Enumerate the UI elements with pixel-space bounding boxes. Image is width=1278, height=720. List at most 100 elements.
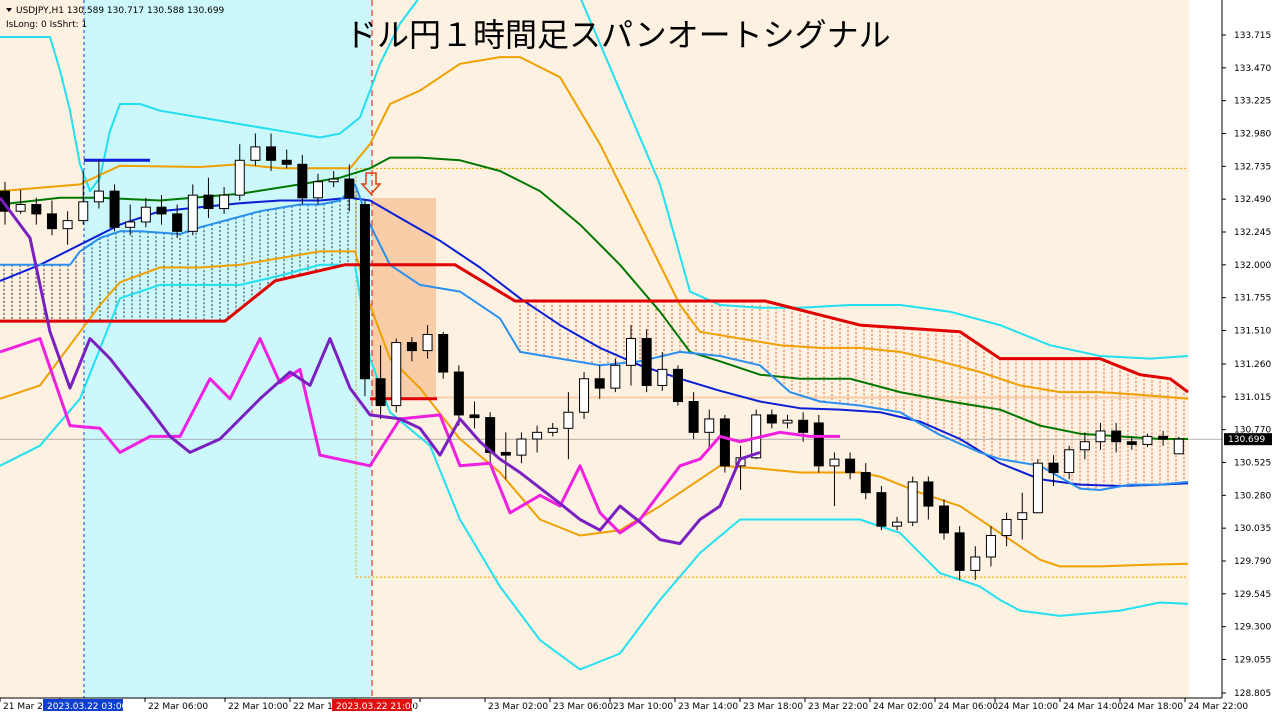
candle xyxy=(532,425,543,453)
y-tick-label: 131.510 xyxy=(1234,326,1271,336)
candle-body xyxy=(1126,441,1137,445)
candle xyxy=(500,432,511,480)
candle xyxy=(704,409,715,450)
candle-body xyxy=(234,159,245,196)
candle-body xyxy=(845,458,856,474)
candle xyxy=(547,422,558,437)
candle-body xyxy=(0,190,10,212)
candle-body xyxy=(406,342,417,352)
y-tick-label: 130.770 xyxy=(1234,426,1271,436)
candle xyxy=(1017,492,1028,540)
candle-body xyxy=(31,204,42,215)
candle-body xyxy=(719,418,730,467)
candle-body xyxy=(954,532,965,571)
candle-body xyxy=(626,338,636,366)
candle xyxy=(1032,459,1043,514)
candle-body xyxy=(923,481,934,507)
x-tick-label: 24 Mar 10:00 xyxy=(998,702,1058,712)
series-red_line_1 xyxy=(0,263,370,323)
session-bg-left xyxy=(0,0,84,698)
x-tick-label: 23 Mar 18:00 xyxy=(743,702,803,712)
y-tick-label: 132.000 xyxy=(1234,261,1271,271)
candle xyxy=(375,345,386,419)
candle xyxy=(1048,455,1059,486)
candle xyxy=(266,133,277,172)
chart-title: ドル円１時間足スパンオートシグナル xyxy=(345,16,891,54)
candle xyxy=(406,337,417,362)
candle-body xyxy=(547,427,558,433)
candle-body xyxy=(297,163,308,199)
candle xyxy=(1111,422,1122,453)
candle xyxy=(719,414,730,473)
candle-body xyxy=(15,204,26,212)
candle xyxy=(626,325,636,386)
x-tick-label: 24 Mar 14:00 xyxy=(1063,702,1123,712)
candle xyxy=(845,452,856,480)
y-tick-label: 133.225 xyxy=(1234,97,1271,107)
candle-body xyxy=(641,338,652,386)
y-tick-label: 129.055 xyxy=(1234,655,1271,665)
candle-body xyxy=(156,206,167,215)
candle xyxy=(923,476,934,520)
candle xyxy=(1064,445,1075,480)
y-tick-label: 131.015 xyxy=(1234,393,1271,403)
candle-body xyxy=(93,190,104,203)
x-tick-label: 24 Mar 02:00 xyxy=(873,702,933,712)
candle-body xyxy=(1173,438,1184,455)
candle-body xyxy=(798,419,809,433)
indicator-lines xyxy=(0,0,1189,671)
candle xyxy=(688,392,699,440)
candle-body xyxy=(563,411,574,429)
candle-body xyxy=(172,213,183,232)
candle-body xyxy=(500,451,511,456)
candle-body xyxy=(453,371,464,416)
candle-body xyxy=(970,556,981,571)
candle xyxy=(641,329,652,393)
candle-body xyxy=(1079,441,1090,451)
oscillator-lines xyxy=(0,196,840,546)
candle-body xyxy=(594,378,605,389)
candle xyxy=(1095,422,1106,450)
candle-body xyxy=(469,414,480,419)
candle xyxy=(438,331,449,379)
guide-lines xyxy=(0,0,1222,698)
dropdown-triangle-icon xyxy=(6,8,12,12)
candle xyxy=(187,184,198,236)
series-bb_lower2 xyxy=(0,263,1189,671)
sell-arrow-icon xyxy=(360,172,382,196)
candle-body xyxy=(1032,462,1043,514)
candle xyxy=(140,197,151,228)
y-tick-label: 130.280 xyxy=(1234,491,1271,501)
series-bb_upper2 xyxy=(0,0,1189,360)
y-tick-label: 132.735 xyxy=(1234,162,1271,172)
x-tick-label: 22 Mar 14:00 xyxy=(293,702,353,712)
candle-body xyxy=(1064,449,1075,474)
candle-body xyxy=(657,368,668,386)
candle-body xyxy=(782,419,793,424)
candle-body xyxy=(672,368,683,403)
candle-body xyxy=(829,458,840,467)
candle-body xyxy=(813,422,824,467)
candle xyxy=(453,365,464,426)
series-line_azure xyxy=(0,183,1189,491)
candle xyxy=(391,338,402,413)
candle xyxy=(344,164,355,212)
candle xyxy=(563,392,574,460)
candle-body xyxy=(766,414,777,424)
series-ma_green xyxy=(0,156,1188,440)
candle xyxy=(970,546,981,580)
candle xyxy=(1126,436,1137,450)
y-tick-label: 132.980 xyxy=(1234,129,1271,139)
candle xyxy=(172,204,183,239)
candle-body xyxy=(1017,512,1028,520)
candle xyxy=(297,154,308,205)
candle-body xyxy=(1001,518,1012,537)
time-marker-2: 2023.03.22 21:00 xyxy=(332,699,417,712)
candle xyxy=(93,160,104,209)
y-axis: 133.715 133.470 133.225 132.980 132.735 132.4… xyxy=(1222,31,1271,699)
candle xyxy=(313,173,323,205)
candle xyxy=(281,149,292,169)
candle-body xyxy=(860,472,871,494)
candle-body xyxy=(1142,435,1153,445)
